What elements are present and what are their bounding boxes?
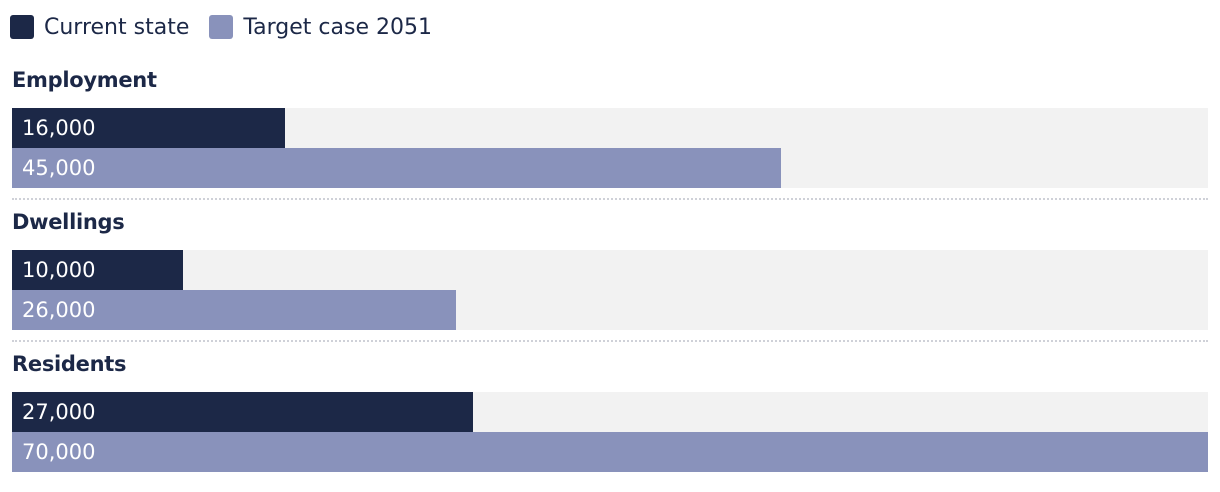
bar-residents-target-case-2051: 70,000: [12, 432, 1208, 472]
bar-dwellings-target-case-2051: 26,000: [12, 290, 456, 330]
bar-employment-current-state: 16,000: [12, 108, 285, 148]
category-label-residents: Residents: [12, 352, 127, 376]
data-label-employment-target-case-2051: 45,000: [22, 156, 96, 180]
bar-track-employment: 16,000 45,000: [12, 108, 1208, 188]
legend-label-target-case: Target case 2051: [243, 14, 432, 40]
chart-legend: Current state Target case 2051: [10, 12, 452, 42]
data-label-dwellings-current-state: 10,000: [22, 258, 96, 282]
bar-group-residents: Residents 27,000 70,000: [12, 350, 1208, 492]
data-label-residents-target-case-2051: 70,000: [22, 440, 96, 464]
bar-track-dwellings: 10,000 26,000: [12, 250, 1208, 330]
legend-item-current-state: Current state: [10, 15, 189, 40]
bar-residents-current-state: 27,000: [12, 392, 473, 432]
bar-group-dwellings: Dwellings 10,000 26,000: [12, 208, 1208, 350]
bar-groups: Employment 16,000 45,000 Dwellings 10,000 26,…: [12, 66, 1208, 492]
group-divider: [12, 198, 1208, 200]
legend-swatch-target-case: [209, 15, 234, 39]
legend-label-current-state: Current state: [44, 14, 190, 40]
legend-swatch-current-state: [10, 15, 34, 39]
bar-group-employment: Employment 16,000 45,000: [12, 66, 1208, 208]
bar-track-residents: 27,000 70,000: [12, 392, 1208, 472]
data-label-residents-current-state: 27,000: [22, 400, 96, 424]
category-label-employment: Employment: [12, 68, 157, 92]
data-label-employment-current-state: 16,000: [22, 116, 96, 140]
bar-dwellings-current-state: 10,000: [12, 250, 183, 290]
legend-item-target-case: Target case 2051: [209, 15, 432, 40]
data-label-dwellings-target-case-2051: 26,000: [22, 298, 96, 322]
group-divider: [12, 340, 1208, 342]
category-label-dwellings: Dwellings: [12, 210, 125, 234]
bar-employment-target-case-2051: 45,000: [12, 148, 781, 188]
